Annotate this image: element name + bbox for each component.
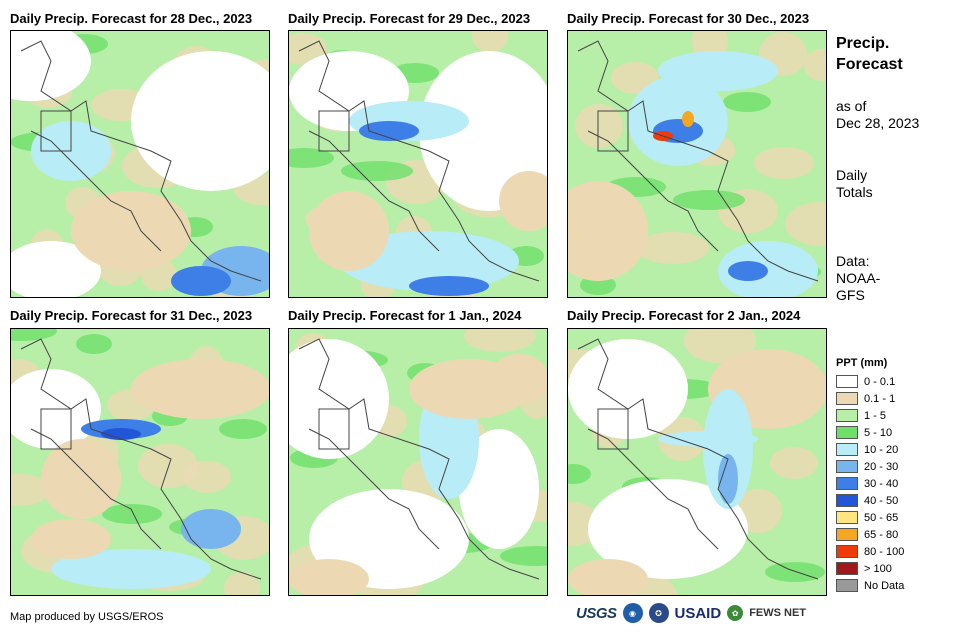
legend-swatch — [836, 460, 858, 473]
logos: USGS ◉ ✪ USAID ✿ FEWS NET — [576, 603, 806, 623]
panel-title-31-dec: Daily Precip. Forecast for 31 Dec., 2023 — [10, 308, 253, 323]
panel-title-1-jan: Daily Precip. Forecast for 1 Jan., 2024 — [288, 308, 522, 323]
legend-swatch — [836, 562, 858, 575]
usaid-logo: USAID — [674, 604, 722, 622]
legend-label: 5 - 10 — [864, 426, 893, 439]
legend-item: 30 - 40 — [836, 475, 904, 492]
usgs-logo: USGS — [576, 604, 617, 622]
legend-item: 50 - 65 — [836, 509, 904, 526]
legend-swatch — [836, 579, 858, 592]
map-30-dec — [567, 30, 827, 298]
doi-seal-icon: ✪ — [648, 603, 669, 623]
legend-swatch — [836, 545, 858, 558]
daily-totals-line2: Totals — [836, 184, 873, 200]
noaa-logo-icon: ◉ — [622, 603, 643, 623]
legend-item: 10 - 20 — [836, 441, 904, 458]
legend-item: 80 - 100 — [836, 543, 904, 560]
legend-swatch — [836, 511, 858, 524]
fews-net-icon: ✿ — [727, 605, 744, 621]
side-title-line1: Precip. — [836, 35, 890, 52]
data-source-line1: Data: — [836, 253, 870, 269]
legend-swatch — [836, 528, 858, 541]
legend-item: 5 - 10 — [836, 424, 904, 441]
legend-swatch — [836, 392, 858, 405]
panel-title-2-jan: Daily Precip. Forecast for 2 Jan., 2024 — [567, 308, 801, 323]
legend-label: 40 - 50 — [864, 494, 899, 507]
legend-item: 65 - 80 — [836, 526, 904, 543]
data-source-text: Data: NOAA- GFS — [836, 253, 880, 304]
legend-label: 1 - 5 — [864, 409, 887, 422]
legend-item: 40 - 50 — [836, 492, 904, 509]
map-1-jan — [288, 328, 548, 596]
legend-label: 50 - 65 — [864, 511, 899, 524]
legend-item: 20 - 30 — [836, 458, 904, 475]
panel-title-28-dec: Daily Precip. Forecast for 28 Dec., 2023 — [10, 11, 253, 26]
legend-swatch — [836, 426, 858, 439]
legend-title: PPT (mm) — [836, 357, 888, 369]
legend-swatch — [836, 443, 858, 456]
daily-totals-line1: Daily — [836, 167, 868, 183]
side-title-line2: Forecast — [836, 56, 903, 73]
legend: PPT (mm) 0 - 0.1 0.1 - 1 1 - 5 5 - 10 10 - 2… — [836, 357, 904, 594]
legend-swatch — [836, 494, 858, 507]
credit-text: Map produced by USGS/EROS — [10, 611, 164, 623]
map-29-dec — [288, 30, 548, 298]
as-of-text: as of Dec 28, 2023 — [836, 98, 919, 132]
legend-swatch — [836, 409, 858, 422]
legend-label: 20 - 30 — [864, 460, 899, 473]
daily-totals-text: Daily Totals — [836, 167, 873, 201]
legend-swatch — [836, 477, 858, 490]
legend-item: 0.1 - 1 — [836, 390, 904, 407]
fews-net-logo: FEWS NET — [749, 607, 807, 619]
legend-label: 65 - 80 — [864, 528, 899, 541]
data-source-line2: NOAA- — [836, 270, 881, 286]
legend-label: No Data — [864, 579, 905, 592]
panel-title-29-dec: Daily Precip. Forecast for 29 Dec., 2023 — [288, 11, 531, 26]
legend-label: 0 - 0.1 — [864, 375, 896, 388]
legend-rows: 0 - 0.1 0.1 - 1 1 - 5 5 - 10 10 - 20 20 - 30 3… — [836, 373, 904, 594]
legend-label: 10 - 20 — [864, 443, 899, 456]
legend-swatch — [836, 375, 858, 388]
as-of-date: Dec 28, 2023 — [836, 115, 920, 131]
legend-label: 30 - 40 — [864, 477, 899, 490]
map-31-dec — [10, 328, 270, 596]
as-of-line1: as of — [836, 98, 867, 114]
map-2-jan — [567, 328, 827, 596]
legend-item: 0 - 0.1 — [836, 373, 904, 390]
legend-item: > 100 — [836, 560, 904, 577]
legend-label: 80 - 100 — [864, 545, 905, 558]
legend-label: 0.1 - 1 — [864, 392, 896, 405]
side-title: Precip. Forecast — [836, 33, 903, 75]
data-source-line3: GFS — [836, 287, 865, 303]
map-28-dec — [10, 30, 270, 298]
panel-title-30-dec: Daily Precip. Forecast for 30 Dec., 2023 — [567, 11, 810, 26]
legend-label: > 100 — [864, 562, 892, 575]
legend-item: 1 - 5 — [836, 407, 904, 424]
legend-item: No Data — [836, 577, 904, 594]
